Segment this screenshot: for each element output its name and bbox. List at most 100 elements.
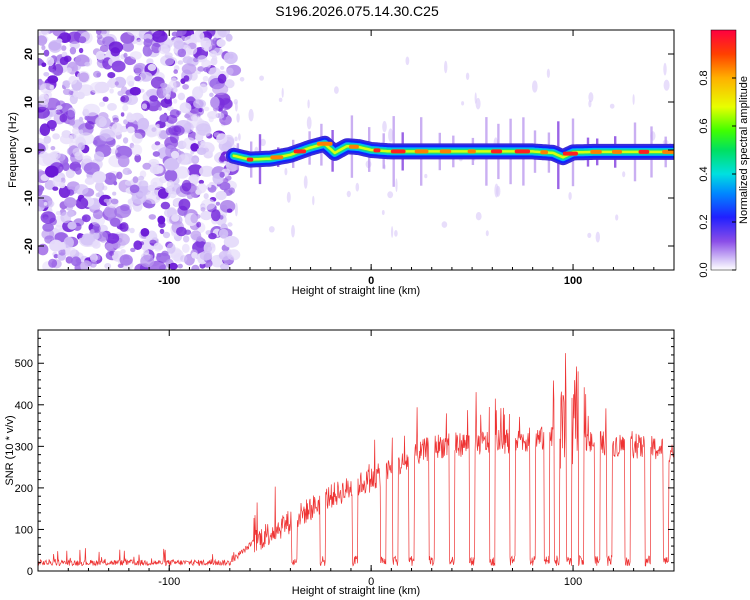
noise-blob xyxy=(171,87,178,93)
speckle xyxy=(284,167,288,176)
noise-blob xyxy=(131,132,143,144)
noise-blob xyxy=(110,148,118,155)
noise-blob xyxy=(99,129,116,142)
noise-blob xyxy=(154,141,161,146)
y-tick-label: -20 xyxy=(23,238,35,254)
y-tick-label: 100 xyxy=(15,524,33,536)
noise-blob xyxy=(201,198,216,210)
noise-blob xyxy=(134,64,144,74)
snr-x-axis-label: Height of straight line (km) xyxy=(292,585,420,597)
noise-blob xyxy=(183,235,190,243)
speckle xyxy=(615,214,619,221)
noise-blob xyxy=(146,58,154,65)
noise-blob xyxy=(177,263,183,269)
noise-blob xyxy=(191,264,200,270)
noise-blob xyxy=(81,214,91,223)
speckle xyxy=(268,226,275,233)
colorbar-gradient xyxy=(710,29,737,271)
speckle xyxy=(234,202,238,217)
noise-blob xyxy=(55,211,61,216)
noise-blob xyxy=(49,239,63,252)
speckle xyxy=(622,171,626,178)
noise-blob xyxy=(72,90,80,98)
noise-blob xyxy=(117,90,124,97)
noise-blob xyxy=(109,251,114,256)
speckle xyxy=(444,60,448,74)
snr-plot-area xyxy=(38,353,674,567)
y-tick-label: 20 xyxy=(23,48,35,60)
noise-blob xyxy=(52,133,60,140)
noise-blob xyxy=(109,217,121,227)
colorbar: 0.0 0.2 0.4 0.6 0.8 Normalized spectral ampli… xyxy=(698,29,750,278)
noise-blob xyxy=(181,243,190,253)
hotspot xyxy=(293,149,307,154)
noise-blob xyxy=(199,165,215,177)
noise-blob xyxy=(220,263,230,270)
noise-blob xyxy=(218,228,229,239)
noise-blob xyxy=(61,45,67,51)
speckle xyxy=(632,94,635,105)
noise-blob xyxy=(129,86,141,96)
noise-blob xyxy=(198,179,204,185)
x-tick-label: 100 xyxy=(564,275,582,287)
noise-blob xyxy=(216,133,228,145)
noise-blob xyxy=(53,254,59,259)
noise-blob xyxy=(52,64,64,76)
noise-blob xyxy=(168,262,178,270)
noise-blob xyxy=(123,52,128,59)
noise-blob xyxy=(165,93,171,100)
noise-blob xyxy=(208,232,217,240)
noise-blob xyxy=(144,124,162,137)
noise-blob xyxy=(93,151,105,162)
hotspot xyxy=(590,149,602,154)
noise-blob xyxy=(207,111,219,119)
noise-blob xyxy=(191,252,198,259)
noise-blob xyxy=(174,166,190,179)
noise-blob xyxy=(209,50,218,58)
noise-blob xyxy=(89,259,97,268)
y-tick-label: 200 xyxy=(15,483,33,495)
noise-blob xyxy=(152,151,161,157)
hotspot xyxy=(611,149,622,154)
hotspot xyxy=(490,149,503,154)
noise-blob xyxy=(77,233,83,239)
noise-blob xyxy=(137,117,150,130)
noise-blob xyxy=(216,112,225,119)
speckle xyxy=(303,175,308,189)
noise-blob xyxy=(65,109,75,120)
noise-blob xyxy=(171,31,179,37)
noise-blob xyxy=(67,189,75,196)
noise-blob xyxy=(67,31,82,44)
noise-blob xyxy=(122,167,132,175)
noise-blob xyxy=(92,223,101,234)
noise-blob xyxy=(163,157,180,171)
y-tick-label: 300 xyxy=(15,441,33,453)
noise-blob xyxy=(109,88,114,94)
noise-blob xyxy=(59,56,69,66)
noise-blob xyxy=(68,75,78,85)
noise-blob xyxy=(78,142,85,151)
speckle xyxy=(234,136,238,142)
snr-series-line xyxy=(38,353,674,567)
snr-background xyxy=(38,330,674,571)
noise-blob xyxy=(65,246,77,257)
spectrogram-image xyxy=(38,30,674,270)
spectrogram-y-axis-label: Frequency (Hz) xyxy=(7,112,19,188)
noise-blob xyxy=(103,198,110,203)
noise-blob xyxy=(124,180,133,186)
noise-blob xyxy=(173,69,178,74)
noise-blob xyxy=(56,105,63,110)
speckle xyxy=(388,128,394,142)
speckle xyxy=(588,92,594,103)
noise-blob xyxy=(219,154,226,162)
noise-blob xyxy=(158,45,170,55)
noise-blob xyxy=(182,56,193,64)
noise-blob xyxy=(110,198,119,205)
noise-blob xyxy=(50,146,56,151)
noise-blob xyxy=(92,240,98,247)
noise-blob xyxy=(107,72,116,79)
noise-blob xyxy=(228,187,235,194)
noise-blob xyxy=(179,102,192,114)
noise-blob xyxy=(222,254,235,265)
noise-blob xyxy=(115,145,133,159)
